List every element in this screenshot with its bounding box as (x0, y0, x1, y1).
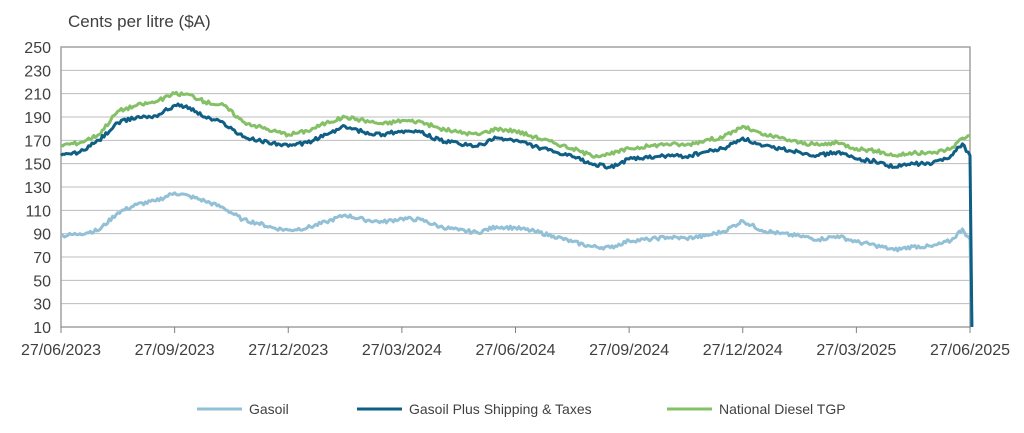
legend-label: National Diesel TGP (719, 401, 846, 417)
x-tick-label: 27/06/2023 (21, 342, 101, 359)
legend-label: Gasoil Plus Shipping & Taxes (409, 401, 592, 417)
series-lines (60, 90, 974, 328)
x-tick-label: 27/06/2024 (475, 342, 555, 359)
x-tick-label: 27/06/2025 (930, 342, 1010, 359)
legend-label: Gasoil (249, 401, 289, 417)
y-tick-label: 30 (33, 297, 51, 314)
y-tick-label: 110 (25, 203, 51, 220)
x-tick-label: 27/03/2025 (816, 342, 896, 359)
series-line-gasoil (60, 191, 974, 328)
series-line-gasoil-plus-shipping-taxes (60, 102, 974, 328)
x-tick-label: 27/12/2023 (248, 342, 328, 359)
y-axis-label: Cents per litre ($A) (68, 12, 211, 31)
x-tick-label: 27/09/2024 (589, 342, 669, 359)
y-tick-label: 250 (24, 40, 51, 57)
y-tick-label: 90 (33, 227, 51, 244)
x-tick-label: 27/12/2024 (703, 342, 783, 359)
x-tick-label: 27/03/2024 (362, 342, 442, 359)
y-tick-label: 150 (24, 157, 51, 174)
gridlines (61, 46, 970, 328)
y-tick-labels: 10 30 50 70 90 110 130 150 170 190 210 230 250 (24, 40, 51, 337)
y-tick-label: 230 (24, 63, 51, 80)
x-tick-labels: 27/06/2023 27/09/2023 27/12/2023 27/03/2024… (21, 327, 1010, 359)
series-line-national-diesel-tgp (60, 90, 971, 159)
y-tick-label: 190 (24, 110, 51, 127)
x-tick-label: 27/09/2023 (135, 342, 215, 359)
y-tick-label: 210 (24, 87, 51, 104)
y-tick-label: 130 (24, 180, 51, 197)
y-tick-label: 10 (33, 320, 51, 337)
y-tick-label: 70 (33, 250, 51, 267)
legend: Gasoil Gasoil Plus Shipping & Taxes Nation… (197, 401, 846, 417)
y-tick-label: 170 (24, 133, 51, 150)
y-tick-label: 50 (33, 273, 51, 290)
